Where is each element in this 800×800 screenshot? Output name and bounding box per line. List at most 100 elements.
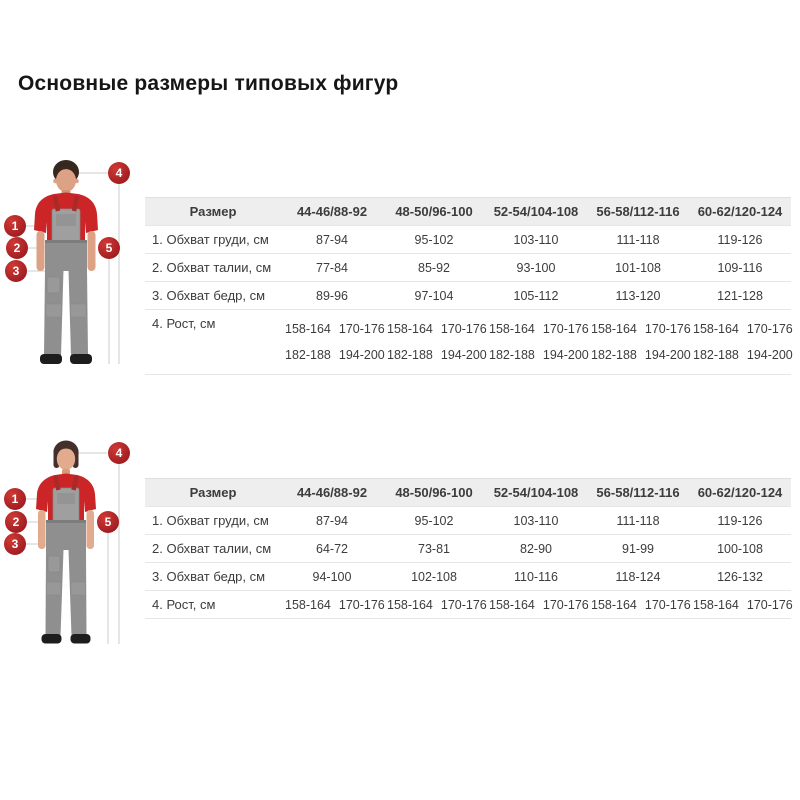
cell: 158-164 170-176 182-188 194-200 <box>587 309 691 375</box>
right-strap <box>71 195 80 212</box>
cell: 89-96 <box>281 281 383 310</box>
bib-pocket <box>56 214 76 226</box>
cell: 103-110 <box>485 225 587 254</box>
cell: 101-108 <box>587 253 689 282</box>
height-value: 170-176 <box>542 322 589 336</box>
cell: 94-100 <box>281 562 383 591</box>
measurement-markers: 1 2 3 4 5 <box>4 162 130 282</box>
knee-patch <box>70 303 87 318</box>
left-strap <box>53 475 61 491</box>
size-table-women: Размер 44-46/88-92 48-50/96-100 52-54/10… <box>145 478 793 619</box>
marker-1: 1 <box>4 488 26 510</box>
table-header-row: Размер 44-46/88-92 48-50/96-100 52-54/10… <box>145 478 791 507</box>
cell: 158-164 170-176 <box>485 590 589 619</box>
marker-5: 5 <box>98 237 120 259</box>
woman-figure <box>36 440 96 644</box>
header-razmer: Размер <box>145 197 281 226</box>
cell: 87-94 <box>281 506 383 535</box>
cell: 158-164 170-176 182-188 194-200 <box>689 309 793 375</box>
cell: 119-126 <box>689 506 791 535</box>
header-size-col: 48-50/96-100 <box>383 197 485 226</box>
row-label: 2. Обхват талии, см <box>145 534 281 563</box>
cell: 95-102 <box>383 506 485 535</box>
header-size-col: 48-50/96-100 <box>383 478 485 507</box>
height-value: 194-200 <box>644 348 691 362</box>
row-label: 4. Рост, см <box>145 309 281 375</box>
height-value: 158-164 <box>591 322 637 336</box>
left-strap <box>52 195 61 212</box>
left-shoe <box>41 634 62 644</box>
marker-4-label: 4 <box>116 446 123 460</box>
cell: 87-94 <box>281 225 383 254</box>
height-value: 158-164 <box>387 322 433 336</box>
cell: 95-102 <box>383 225 485 254</box>
figure-woman-illustration: 1 2 3 4 5 <box>4 440 130 644</box>
cell: 100-108 <box>689 534 791 563</box>
cell: 158-164 170-176 <box>383 590 487 619</box>
cell: 82-90 <box>485 534 587 563</box>
header-size-col: 52-54/104-108 <box>485 197 587 226</box>
left-shoe <box>40 354 62 364</box>
cell: 91-99 <box>587 534 689 563</box>
marker-3-label: 3 <box>13 264 20 278</box>
cell: 158-164 170-176 <box>587 590 691 619</box>
marker-2: 2 <box>6 237 28 259</box>
height-value: 170-176 <box>440 597 487 612</box>
height-value: 158-164 <box>489 597 535 612</box>
man-figure <box>34 160 98 364</box>
table-row-height: 4. Рост, см 158-164 170-176 182-188 194-20… <box>145 309 793 375</box>
ear <box>53 178 58 184</box>
height-value: 158-164 <box>285 322 331 336</box>
marker-2-label: 2 <box>13 515 20 529</box>
right-shoe <box>70 354 92 364</box>
height-value: 182-188 <box>387 348 433 362</box>
cell: 111-118 <box>587 506 689 535</box>
height-value: 194-200 <box>746 348 793 362</box>
header-size-col: 60-62/120-124 <box>689 478 791 507</box>
marker-5-label: 5 <box>105 515 112 529</box>
cell: 73-81 <box>383 534 485 563</box>
row-label: 3. Обхват бедр, см <box>145 281 281 310</box>
face <box>56 169 76 192</box>
header-size-col: 56-58/112-116 <box>587 478 689 507</box>
table-row-waist: 2. Обхват талии, см 64-72 73-81 82-90 91… <box>145 534 791 563</box>
header-size-col: 56-58/112-116 <box>587 197 689 226</box>
row-label: 1. Обхват груди, см <box>145 225 281 254</box>
cell: 103-110 <box>485 506 587 535</box>
marker-4-label: 4 <box>116 166 123 180</box>
right-strap <box>71 475 79 491</box>
figure-man-illustration: 1 2 3 4 5 <box>4 160 130 364</box>
height-value: 158-164 <box>693 597 739 612</box>
table-row-hips: 3. Обхват бедр, см 89-96 97-104 105-112 … <box>145 281 791 310</box>
marker-3-label: 3 <box>12 537 19 551</box>
header-size-col: 60-62/120-124 <box>689 197 791 226</box>
measurement-markers: 1 2 3 4 5 <box>4 442 130 555</box>
cell: 64-72 <box>281 534 383 563</box>
height-value: 170-176 <box>644 597 691 612</box>
knee-patch <box>70 581 86 596</box>
height-value: 170-176 <box>440 322 487 336</box>
overalls-waist <box>46 521 86 550</box>
cell: 109-116 <box>689 253 791 282</box>
height-value: 182-188 <box>285 348 331 362</box>
height-value: 182-188 <box>591 348 637 362</box>
overalls-waist <box>45 241 87 271</box>
cell: 97-104 <box>383 281 485 310</box>
marker-3: 3 <box>5 260 27 282</box>
marker-4: 4 <box>108 442 130 464</box>
marker-5: 5 <box>97 511 119 533</box>
thigh-pocket <box>46 276 61 294</box>
marker-2: 2 <box>5 511 27 533</box>
height-value: 194-200 <box>338 348 385 362</box>
right-shoe <box>70 634 91 644</box>
table-row-height: 4. Рост, см 158-164 170-176 158-164 170-17… <box>145 590 793 619</box>
height-value: 194-200 <box>440 348 487 362</box>
face <box>56 448 76 470</box>
marker-1: 1 <box>4 215 26 237</box>
header-size-col: 52-54/104-108 <box>485 478 587 507</box>
height-value: 158-164 <box>489 322 535 336</box>
height-value: 158-164 <box>285 597 331 612</box>
hair-fringe <box>55 444 77 454</box>
belt-line <box>45 240 87 243</box>
